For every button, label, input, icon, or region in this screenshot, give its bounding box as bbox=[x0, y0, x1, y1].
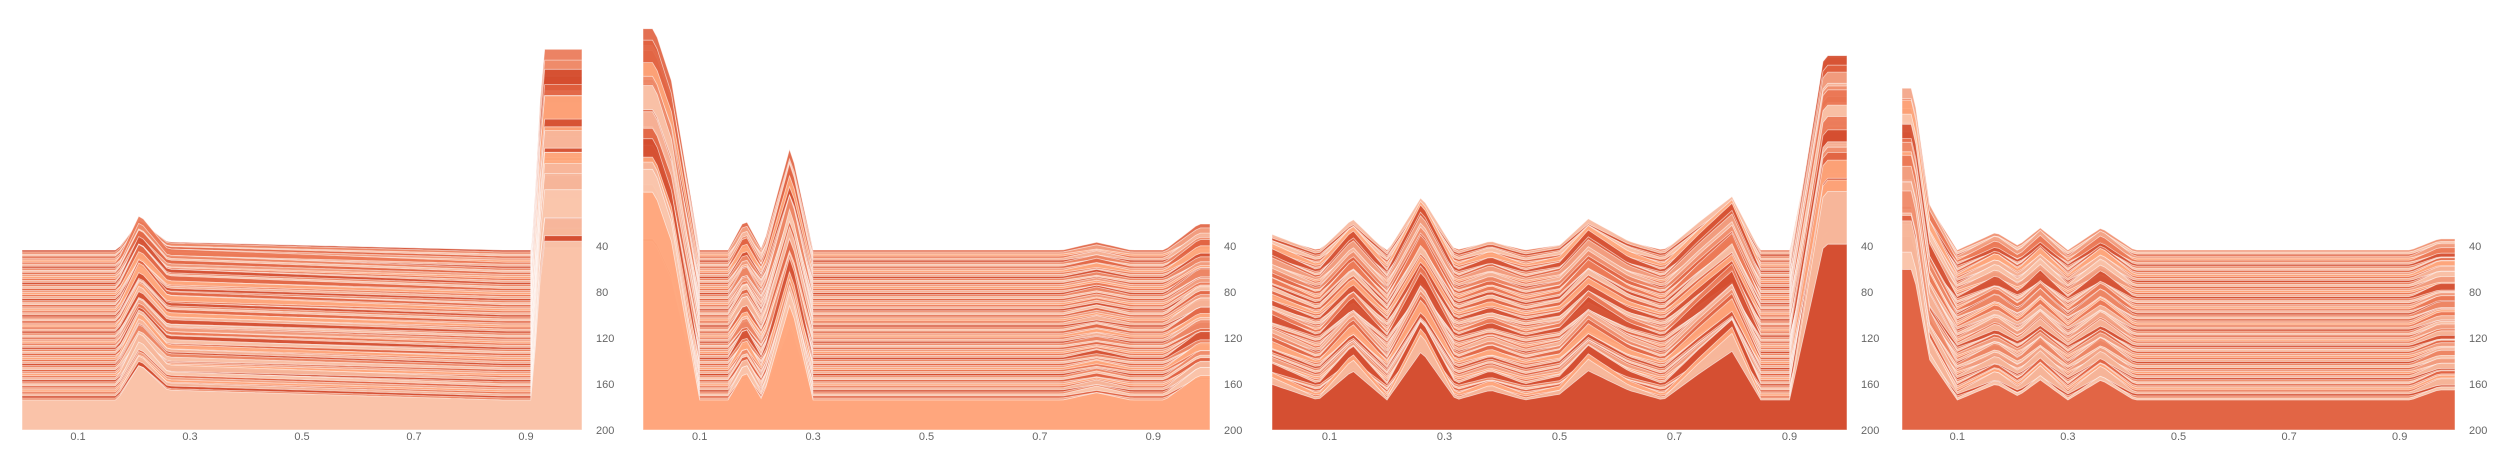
x-tick-label: 0.3 bbox=[2060, 431, 2075, 443]
y-tick-label: 160 bbox=[2469, 379, 2487, 391]
y-tick-label: 40 bbox=[1861, 241, 1873, 253]
x-tick-label: 0.1 bbox=[692, 431, 707, 443]
x-tick-label: 0.7 bbox=[1667, 431, 1682, 443]
series-area bbox=[1901, 269, 2456, 431]
y-tick-label: 160 bbox=[1861, 379, 1879, 391]
x-tick-label: 0.1 bbox=[1950, 431, 1965, 443]
y-tick-label: 120 bbox=[1861, 333, 1879, 345]
series-area bbox=[21, 235, 583, 431]
y-tick-label: 80 bbox=[2469, 287, 2481, 299]
y-tick-label: 200 bbox=[2469, 425, 2487, 437]
x-tick-label: 0.3 bbox=[182, 431, 197, 443]
x-tick-label: 0.3 bbox=[805, 431, 820, 443]
x-tick-label: 0.5 bbox=[2171, 431, 2186, 443]
x-tick-label: 0.7 bbox=[1032, 431, 1047, 443]
chart-panel-1: 0.1 0.3 0.5 0.7 0.9 40 80 120 160 200 bbox=[21, 48, 614, 443]
chart-panel-4: 0.1 0.3 0.5 0.7 0.9 40 80 120 160 200 bbox=[1901, 87, 2487, 443]
y-tick-label: 160 bbox=[596, 379, 614, 391]
x-tick-label: 0.1 bbox=[1322, 431, 1337, 443]
y-tick-label: 160 bbox=[1224, 379, 1242, 391]
series-area bbox=[21, 240, 583, 431]
y-tick-label: 200 bbox=[1861, 425, 1879, 437]
chart-panel-2: 0.1 0.3 0.5 0.7 0.9 40 80 120 160 200 bbox=[642, 28, 1242, 443]
y-tick-label: 200 bbox=[1224, 425, 1242, 437]
x-tick-label: 0.5 bbox=[1552, 431, 1567, 443]
x-tick-label: 0.9 bbox=[2392, 431, 2407, 443]
x-tick-label: 0.3 bbox=[1437, 431, 1452, 443]
x-tick-label: 0.1 bbox=[70, 431, 85, 443]
series-area bbox=[1271, 243, 1848, 431]
chart-panel-3: 0.1 0.3 0.5 0.7 0.9 40 80 120 160 200 bbox=[1271, 55, 1879, 443]
y-tick-label: 80 bbox=[596, 287, 608, 299]
y-tick-label: 40 bbox=[2469, 241, 2481, 253]
y-tick-label: 120 bbox=[2469, 333, 2487, 345]
y-tick-label: 200 bbox=[596, 425, 614, 437]
x-tick-label: 0.9 bbox=[518, 431, 533, 443]
y-tick-label: 80 bbox=[1861, 287, 1873, 299]
x-tick-label: 0.7 bbox=[2281, 431, 2296, 443]
series-area bbox=[642, 191, 1211, 431]
x-tick-label: 0.7 bbox=[406, 431, 421, 443]
y-tick-label: 40 bbox=[596, 241, 608, 253]
y-tick-label: 80 bbox=[1224, 287, 1236, 299]
x-tick-label: 0.9 bbox=[1782, 431, 1797, 443]
x-tick-label: 0.9 bbox=[1146, 431, 1161, 443]
y-tick-label: 120 bbox=[1224, 333, 1242, 345]
y-tick-label: 120 bbox=[596, 333, 614, 345]
y-tick-label: 40 bbox=[1224, 241, 1236, 253]
x-tick-label: 0.5 bbox=[919, 431, 934, 443]
x-tick-label: 0.5 bbox=[294, 431, 309, 443]
